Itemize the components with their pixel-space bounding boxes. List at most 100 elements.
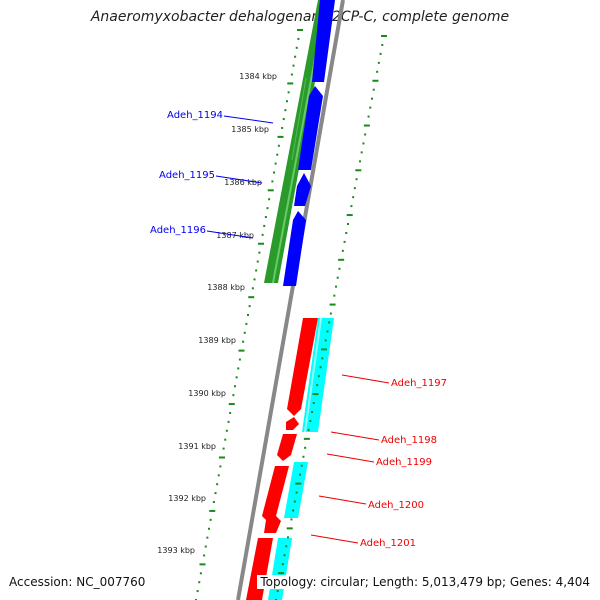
leader-line [330, 431, 380, 441]
scale-dot [352, 196, 355, 199]
gene-label-adeh-1194[interactable]: Adeh_1194 [167, 110, 223, 121]
kbp-label: 1390 kbp [188, 389, 226, 398]
cds-adeh-1195 [294, 173, 311, 206]
feature-bar-highlight [304, 317, 322, 433]
kbp-label: 1391 kbp [178, 442, 216, 451]
gene-label-adeh-1195[interactable]: Adeh_1195 [159, 170, 215, 181]
scale-dot [335, 285, 337, 288]
scale-dot [329, 312, 332, 315]
scale-dot [302, 455, 305, 458]
scale-dot [317, 375, 320, 378]
cds-adeh-1198 [286, 417, 299, 430]
scale-dot [367, 115, 370, 118]
scale-dot [372, 88, 375, 91]
scale-dot [283, 554, 286, 557]
cds-adeh-1201 [246, 538, 273, 600]
scale-dot [359, 160, 361, 163]
scale-dot [371, 97, 373, 100]
scale-dot [261, 233, 264, 236]
scale-dot [238, 358, 241, 361]
scale-dot [369, 106, 372, 109]
scale-dot [232, 394, 235, 397]
scale-dot [266, 207, 269, 210]
scale-dot [245, 322, 248, 325]
forward-gene-leaders [206, 115, 274, 239]
gene-label-adeh-1196[interactable]: Adeh_1196 [150, 225, 206, 236]
scale-dot [376, 70, 379, 73]
forward-cds-track [283, 0, 335, 286]
scale-dot [336, 276, 339, 279]
genome-summary: Topology: circular; Length: 5,013,479 bp… [257, 575, 590, 589]
leader-line [223, 115, 274, 124]
scale-dot [284, 109, 287, 112]
scale-dot [224, 438, 227, 441]
cds-adeh-1200b [264, 515, 281, 533]
scale-dot [271, 180, 274, 183]
scale-dot [333, 294, 336, 297]
outer-scale-dots [275, 35, 387, 600]
scale-dot [362, 142, 365, 145]
gene-label-adeh-1197[interactable]: Adeh_1197 [391, 378, 447, 389]
scale-dot [309, 419, 312, 422]
scale-dot [364, 133, 367, 136]
gene-label-adeh-1198[interactable]: Adeh_1198 [381, 435, 437, 446]
kbp-label: 1385 kbp [231, 125, 269, 134]
scale-dot [307, 428, 310, 431]
scale-dot [347, 223, 349, 225]
scale-dot [381, 43, 384, 46]
scale-dot [282, 118, 285, 121]
scale-dot [341, 249, 344, 252]
gene-label-adeh-1201[interactable]: Adeh_1201 [360, 538, 416, 549]
scale-dot [292, 64, 295, 67]
feature-bar [268, 538, 292, 600]
cds-adeh-1196 [283, 211, 306, 286]
scale-dot [234, 385, 236, 388]
scale-dot [311, 411, 313, 413]
cds-adeh-1194 [312, 0, 335, 82]
scale-dot [248, 305, 251, 308]
leader-line [341, 374, 390, 384]
scale-dot [319, 366, 322, 369]
scale-dot [285, 545, 288, 548]
kbp-label: 1392 kbp [168, 494, 206, 503]
kbp-label: 1388 kbp [207, 283, 245, 292]
cds-adeh-1194b [298, 86, 323, 170]
leader-line [215, 175, 263, 184]
reverse-cds-track [246, 318, 318, 600]
scale-dot [286, 100, 288, 103]
inner-scale-dots [195, 29, 303, 600]
scale-dot [199, 572, 202, 575]
scale-dot [235, 376, 238, 379]
leader-line [206, 230, 254, 239]
scale-dot [237, 367, 240, 370]
scale-dot [204, 545, 207, 548]
scale-dot [353, 187, 356, 190]
scale-dot [214, 492, 217, 495]
scale-dot [256, 260, 259, 263]
scale-dot [326, 330, 329, 333]
gene-label-adeh-1200[interactable]: Adeh_1200 [368, 500, 424, 511]
feature-bar-segment [291, 77, 307, 161]
scale-dot [268, 198, 271, 201]
scale-dot [295, 46, 298, 49]
scale-dot [338, 267, 341, 270]
cds-adeh-1197 [287, 318, 318, 416]
gene-label-adeh-1199[interactable]: Adeh_1199 [376, 457, 432, 468]
scale-dot [255, 269, 258, 272]
scale-dot [345, 231, 348, 234]
scale-dot [295, 491, 298, 494]
scale-dot [225, 429, 228, 432]
scale-dot [229, 411, 232, 414]
scale-dot [287, 91, 290, 94]
scale-dot [206, 536, 209, 539]
scale-dot [222, 447, 225, 450]
scale-dot [304, 446, 307, 449]
scale-dot [227, 420, 230, 423]
kbp-label: 1386 kbp [224, 178, 262, 187]
scale-dot [251, 287, 254, 290]
scale-dot [281, 563, 284, 566]
scale-dot [297, 37, 300, 40]
kbp-label: 1384 kbp [239, 72, 277, 81]
scale-dot [287, 536, 289, 539]
scale-dot [277, 144, 280, 147]
